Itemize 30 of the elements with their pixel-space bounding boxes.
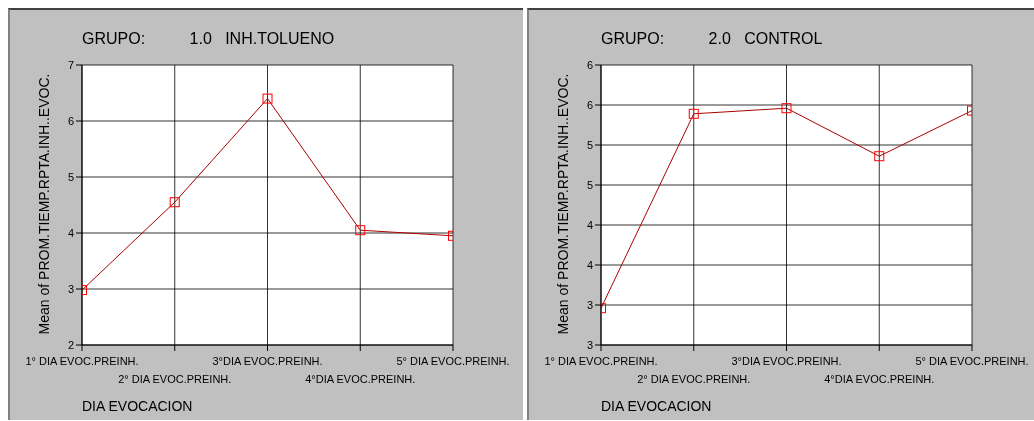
x-tick-label: 5° DIA EVOC.PREINH.	[396, 355, 510, 367]
y-tick-label: 4	[67, 226, 74, 239]
x-tick-label: 4°DIA EVOC.PREINH.	[824, 373, 935, 385]
y-axis-title: Mean of PROM.TIEMP.RPTA.INH..EVOC.	[36, 73, 52, 335]
chart-title: GRUPO: 1.0 INH.TOLUENO	[82, 30, 335, 48]
y-tick-label: 5	[586, 178, 593, 191]
x-axis-title: DIA EVOCACION	[82, 398, 193, 414]
y-tick-label: 2	[67, 338, 74, 351]
y-tick-label: 5	[67, 170, 74, 183]
y-tick-label: 7	[67, 58, 74, 71]
y-axis-title: Mean of PROM.TIEMP.RPTA.INH..EVOC.	[555, 73, 571, 335]
y-tick-label: 6	[586, 58, 593, 71]
y-tick-label: 6	[67, 114, 74, 127]
y-tick-label: 3	[586, 338, 593, 351]
x-tick-label: 3°DIA EVOC.PREINH.	[212, 355, 323, 367]
x-axis-title: DIA EVOCACION	[601, 398, 712, 414]
x-tick-label: 5° DIA EVOC.PREINH.	[915, 355, 1029, 367]
y-tick-label: 4	[586, 218, 593, 231]
x-tick-label: 2° DIA EVOC.PREINH.	[637, 373, 751, 385]
y-tick-label: 3	[586, 298, 593, 311]
x-tick-label: 3°DIA EVOC.PREINH.	[731, 355, 842, 367]
x-tick-label: 1° DIA EVOC.PREINH.	[25, 355, 139, 367]
y-tick-label: 3	[67, 282, 74, 295]
y-tick-label: 4	[586, 258, 593, 271]
chart-title: GRUPO: 2.0 CONTROL	[601, 30, 823, 48]
x-tick-label: 1° DIA EVOC.PREINH.	[544, 355, 658, 367]
y-tick-label: 5	[586, 138, 593, 151]
y-tick-label: 6	[586, 98, 593, 111]
x-tick-label: 2° DIA EVOC.PREINH.	[118, 373, 232, 385]
x-tick-label: 4°DIA EVOC.PREINH.	[305, 373, 416, 385]
